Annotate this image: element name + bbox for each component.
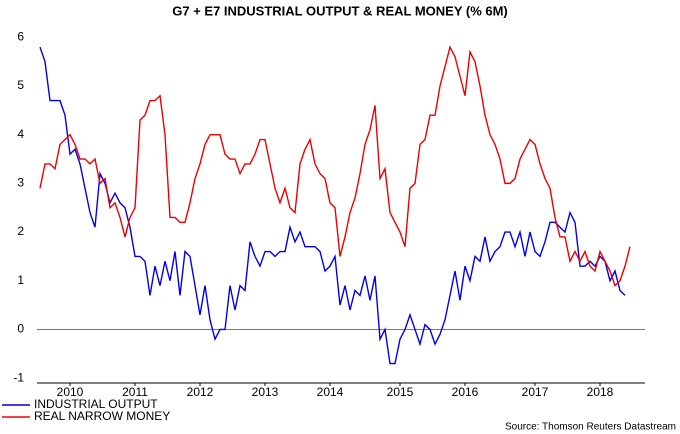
- y-tick-label: 6: [17, 29, 24, 43]
- y-tick-label: 1: [17, 273, 24, 287]
- y-tick-label: 0: [17, 322, 24, 336]
- legend-label: REAL NARROW MONEY: [34, 409, 170, 423]
- x-tick-label: 2015: [387, 385, 414, 399]
- chart-title: G7 + E7 INDUSTRIAL OUTPUT & REAL MONEY (…: [172, 3, 508, 18]
- x-tick-label: 2013: [252, 385, 279, 399]
- series-line: [39, 46, 626, 365]
- x-tick-label: 2018: [587, 385, 614, 399]
- x-tick-label: 2016: [452, 385, 479, 399]
- y-tick-label: 5: [17, 78, 24, 92]
- y-tick-label: 3: [17, 176, 24, 190]
- source: Source: Thomson Reuters Datastream: [505, 422, 676, 433]
- y-tick-label: -1: [13, 370, 24, 384]
- x-tick-label: 2012: [187, 385, 214, 399]
- y-tick-label: 4: [17, 127, 24, 141]
- x-tick-label: 2011: [122, 385, 148, 399]
- series-line: [39, 45, 631, 287]
- x-tick-label: 2017: [522, 385, 549, 399]
- legend-label: INDUSTRIAL OUTPUT: [34, 397, 158, 411]
- x-tick-label: 2014: [317, 385, 344, 399]
- y-tick-label: 2: [17, 224, 24, 238]
- x-tick-label: 2010: [57, 385, 84, 399]
